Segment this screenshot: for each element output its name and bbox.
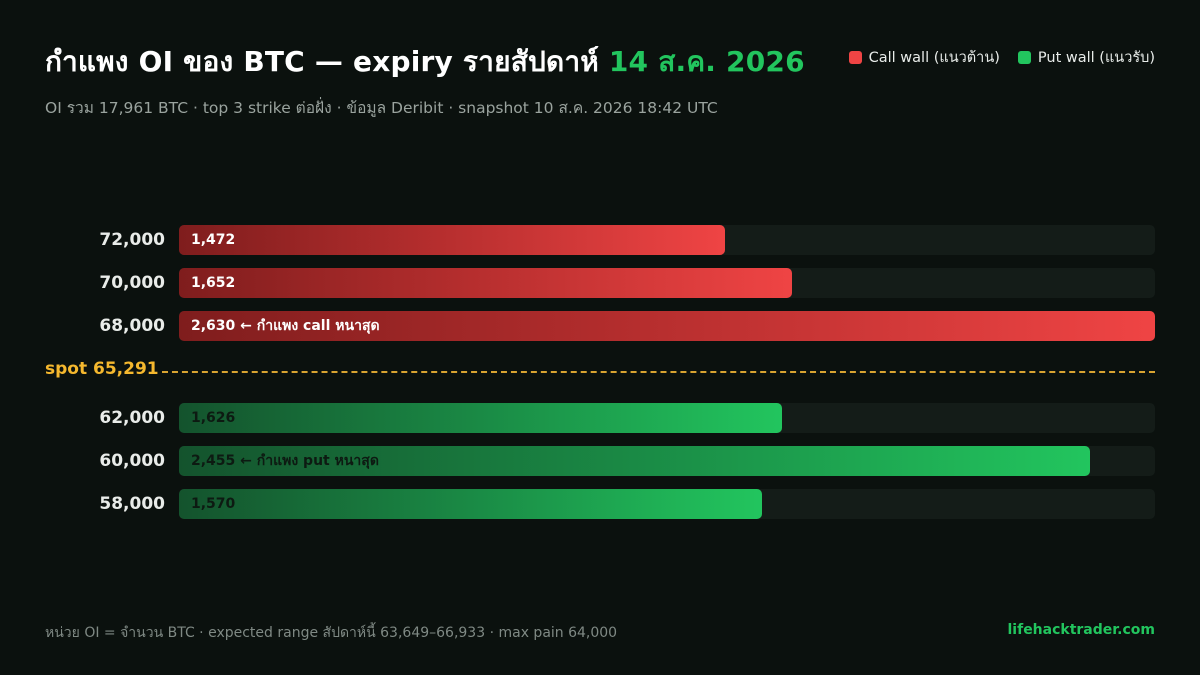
title-expiry-date: 14 ส.ค. 2026 <box>608 45 805 78</box>
title-main: กำแพง OI ของ BTC — expiry รายสัปดาห์ <box>45 45 609 78</box>
chart-title: กำแพง OI ของ BTC — expiry รายสัปดาห์ 14 … <box>45 40 805 84</box>
spot-price-label: spot 65,291 <box>45 359 159 379</box>
legend-item-call: Call wall (แนวต้าน) <box>848 46 1000 69</box>
footer-note: หน่วย OI = จำนวน BTC · expected range สั… <box>45 625 618 641</box>
brand-link[interactable]: lifehacktrader.com <box>1007 622 1156 638</box>
call-oi-bar <box>179 225 725 255</box>
call-oi-bar <box>179 311 1155 341</box>
strike-label-put: 60,000 <box>99 451 165 471</box>
put-oi-bar <box>179 403 782 433</box>
strike-label-put: 58,000 <box>99 494 165 514</box>
strike-label-put: 62,000 <box>99 408 165 428</box>
put-oi-value-label: 1,570 <box>191 496 236 512</box>
strike-label-call: 72,000 <box>99 230 165 250</box>
put-swatch <box>1017 51 1031 64</box>
call-oi-value-label: 2,630 ← กำแพง call หนาสุด <box>191 318 380 334</box>
legend: Call wall (แนวต้าน) Put wall (แนวรับ) <box>848 46 1155 69</box>
put-oi-bar <box>179 446 1090 476</box>
legend-put-label: Put wall (แนวรับ) <box>1037 50 1155 66</box>
spot-price-line <box>162 371 1155 373</box>
legend-call-label: Call wall (แนวต้าน) <box>868 50 1000 66</box>
put-oi-value-label: 1,626 <box>191 410 236 426</box>
chart-subtitle: OI รวม 17,961 BTC · top 3 strike ต่อฝั่ง… <box>45 99 718 117</box>
strike-label-call: 70,000 <box>99 273 165 293</box>
call-swatch <box>848 51 862 64</box>
call-oi-value-label: 1,472 <box>191 232 236 248</box>
legend-item-put: Put wall (แนวรับ) <box>1017 46 1155 69</box>
strike-label-call: 68,000 <box>99 316 165 336</box>
put-oi-bar <box>179 489 762 519</box>
put-oi-value-label: 2,455 ← กำแพง put หนาสุด <box>191 453 379 469</box>
call-oi-value-label: 1,652 <box>191 275 236 291</box>
call-oi-bar <box>179 268 792 298</box>
